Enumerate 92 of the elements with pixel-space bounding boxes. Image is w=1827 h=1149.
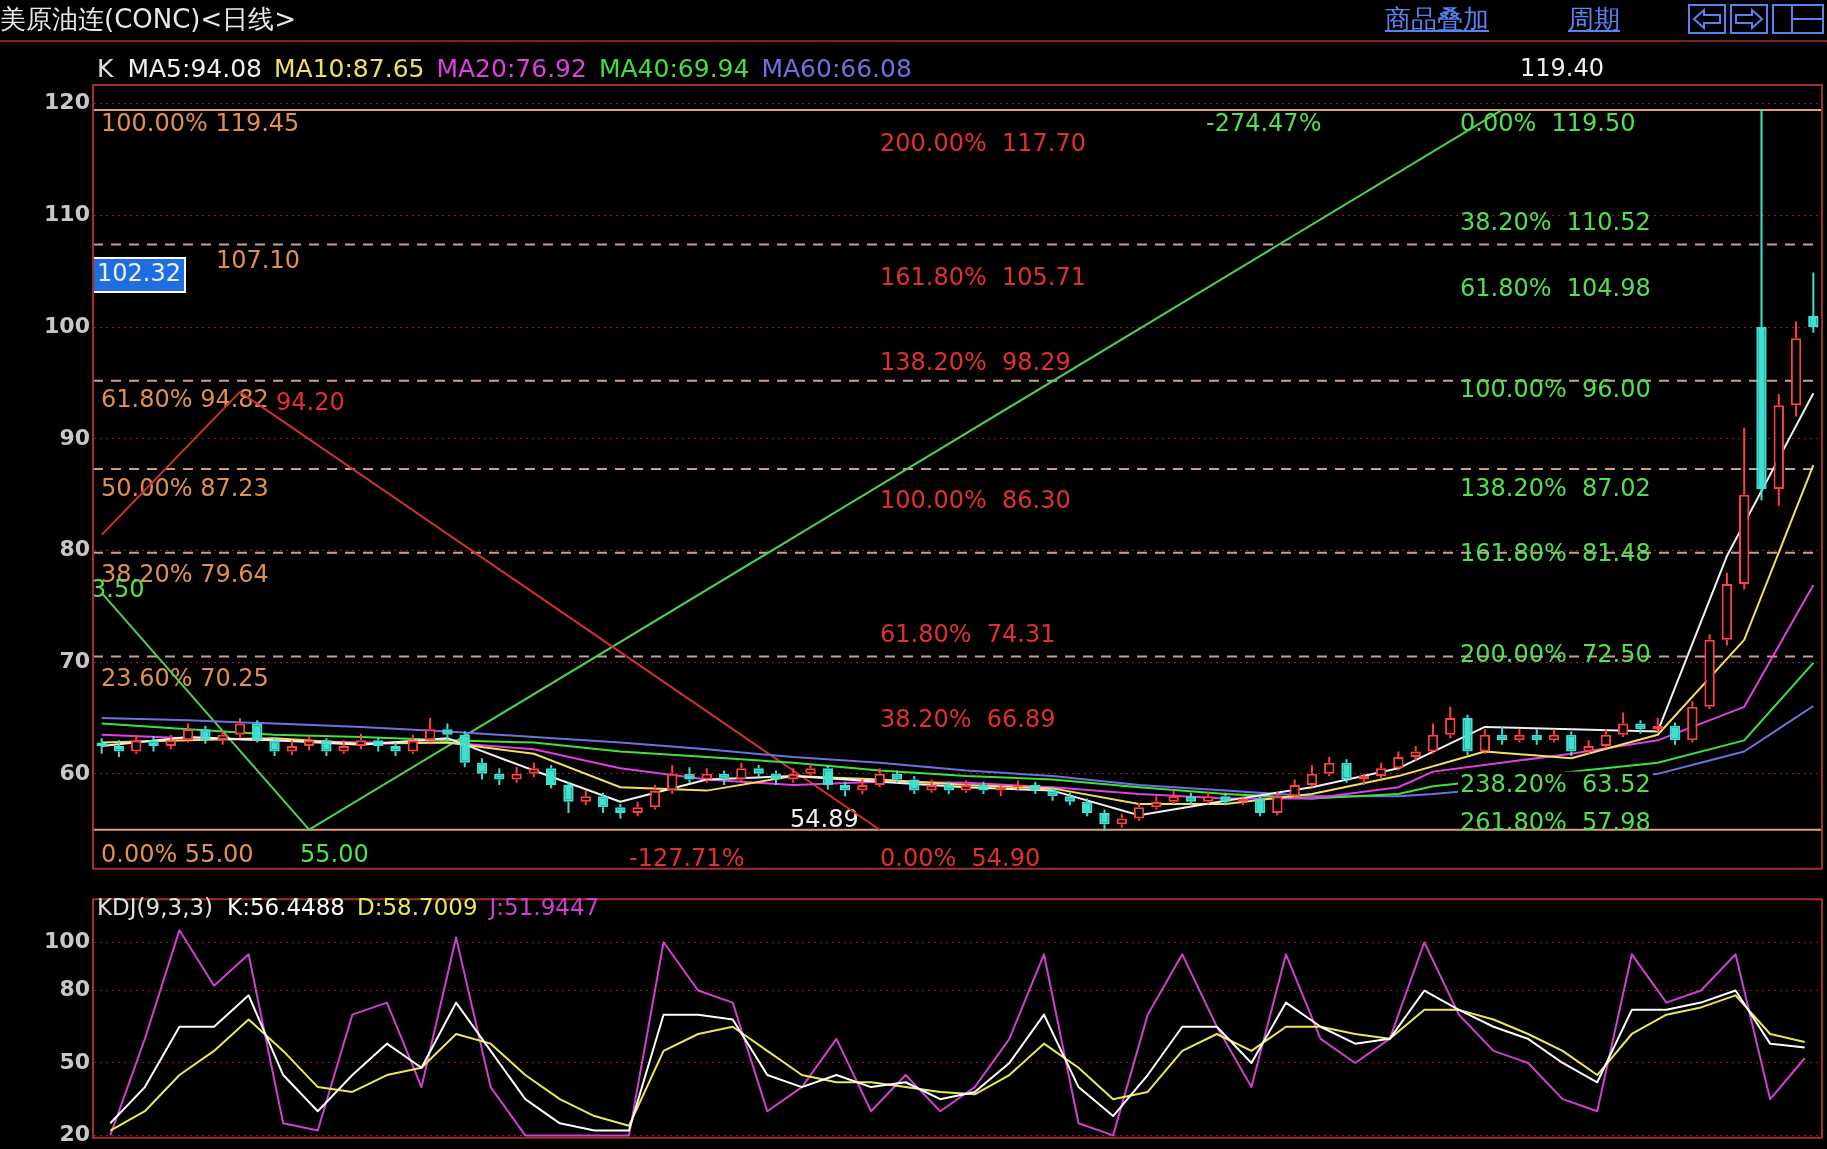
candlestick [1687, 700, 1698, 744]
annotation: 107.10 [216, 245, 300, 274]
candlestick [355, 732, 367, 751]
candlestick [338, 739, 349, 755]
annotation: 138.20% 87.02 [1460, 473, 1651, 502]
text: MA20:76.92 [436, 53, 587, 83]
candlestick [1617, 711, 1629, 739]
annotation: -127.71% [629, 844, 745, 873]
y-tick-label: 100 [44, 312, 90, 338]
y-tick-label: 50 [59, 1048, 90, 1074]
annotation: 100.00% 86.30 [880, 485, 1071, 514]
candlestick [753, 763, 764, 779]
annotation: 161.80% 105.71 [880, 263, 1087, 292]
candlestick [1220, 791, 1231, 807]
y-tick-label: 100 [44, 927, 90, 953]
candlestick [373, 736, 384, 753]
text: 商品叠加 [1385, 3, 1489, 36]
candlestick [1030, 780, 1041, 795]
candlestick [1081, 797, 1093, 818]
candlestick [1133, 801, 1145, 822]
candlestick [1773, 393, 1784, 507]
candlestick [857, 778, 868, 795]
candlestick [1704, 633, 1715, 711]
y-tick-label: 80 [59, 976, 90, 1002]
candlestick [321, 737, 332, 757]
candlestick [1566, 730, 1577, 757]
annotation: 61.80% 104.98 [1460, 273, 1651, 302]
annotation: 100.00% 119.45 [101, 109, 300, 138]
annotation: 138.20% 98.29 [880, 348, 1071, 377]
candlestick [1341, 758, 1352, 784]
annotation: 38.20% 110.52 [1460, 208, 1651, 237]
text: 119.40 [1520, 54, 1604, 83]
y-tick-label: 80 [59, 536, 90, 562]
chart-title: 美原油连(CONC)<日线> [0, 3, 297, 36]
y-tick-label: 120 [44, 89, 90, 115]
candlestick [1756, 108, 1767, 502]
candlestick [1583, 739, 1594, 755]
annotation: 238.20% 63.52 [1460, 769, 1651, 798]
candlestick [943, 780, 955, 795]
annotation: -274.47% [1206, 109, 1322, 138]
y-tick-label: 60 [59, 759, 90, 785]
text: MA40:69.94 [598, 53, 750, 83]
series-label: J:51.9447 [487, 893, 600, 920]
candlestick [234, 717, 246, 740]
annotation: 261.80% 57.98 [1460, 808, 1651, 837]
chart-subtitle: K [97, 53, 114, 83]
candlestick [926, 778, 937, 794]
annotation: 0.00% 54.90 [880, 844, 1041, 873]
candlestick [597, 791, 609, 814]
candlestick [200, 724, 211, 745]
candlestick [476, 757, 488, 781]
candlestick [148, 734, 159, 753]
candlestick [1064, 791, 1076, 807]
candlestick [113, 739, 125, 759]
candlestick [615, 803, 626, 820]
y-tick-label: 70 [59, 647, 90, 673]
y-tick-label: 110 [44, 201, 90, 227]
chart-subtitle: KDJ(9,3,3) [97, 893, 214, 920]
text: MA5:94.08 [127, 53, 262, 83]
candlestick [1669, 721, 1681, 746]
text: 周期 [1568, 3, 1620, 36]
candlestick [442, 722, 453, 742]
text: K:56.4488 [227, 893, 345, 920]
candlestick [1099, 808, 1110, 832]
annotation: 200.00% 72.50 [1460, 640, 1651, 669]
text: MA10:87.65 [273, 53, 425, 83]
candlestick [960, 779, 972, 794]
candlestick [459, 730, 470, 769]
text: D:58.7009 [356, 893, 478, 920]
candlestick [1790, 320, 1802, 418]
y-tick-label: 90 [59, 424, 90, 450]
candlestick [1185, 791, 1197, 807]
candlestick [286, 739, 298, 756]
candlestick [978, 780, 989, 795]
annotation: 38.20% 66.89 [880, 704, 1056, 733]
candlestick [1462, 713, 1473, 756]
annotation: 94.20 [276, 387, 345, 416]
annotation: 54.89 [790, 804, 859, 833]
annotation: 200.00% 117.70 [880, 129, 1087, 158]
annotation: 61.80% 74.31 [880, 619, 1056, 648]
annotation: 0.00% 55.00 [101, 839, 254, 868]
annotation: 102.32 [97, 259, 181, 288]
annotation: 55.00 [300, 839, 369, 868]
candlestick [1808, 271, 1819, 334]
y-tick-label: 20 [59, 1121, 90, 1147]
text: MA60:66.08 [761, 53, 912, 83]
candlestick [563, 780, 574, 814]
candlestick [909, 775, 920, 795]
candlestick [1203, 790, 1214, 806]
candlestick [1721, 571, 1733, 647]
candlestick [1739, 426, 1750, 591]
annotation: 100.00% 96.00 [1460, 374, 1651, 403]
